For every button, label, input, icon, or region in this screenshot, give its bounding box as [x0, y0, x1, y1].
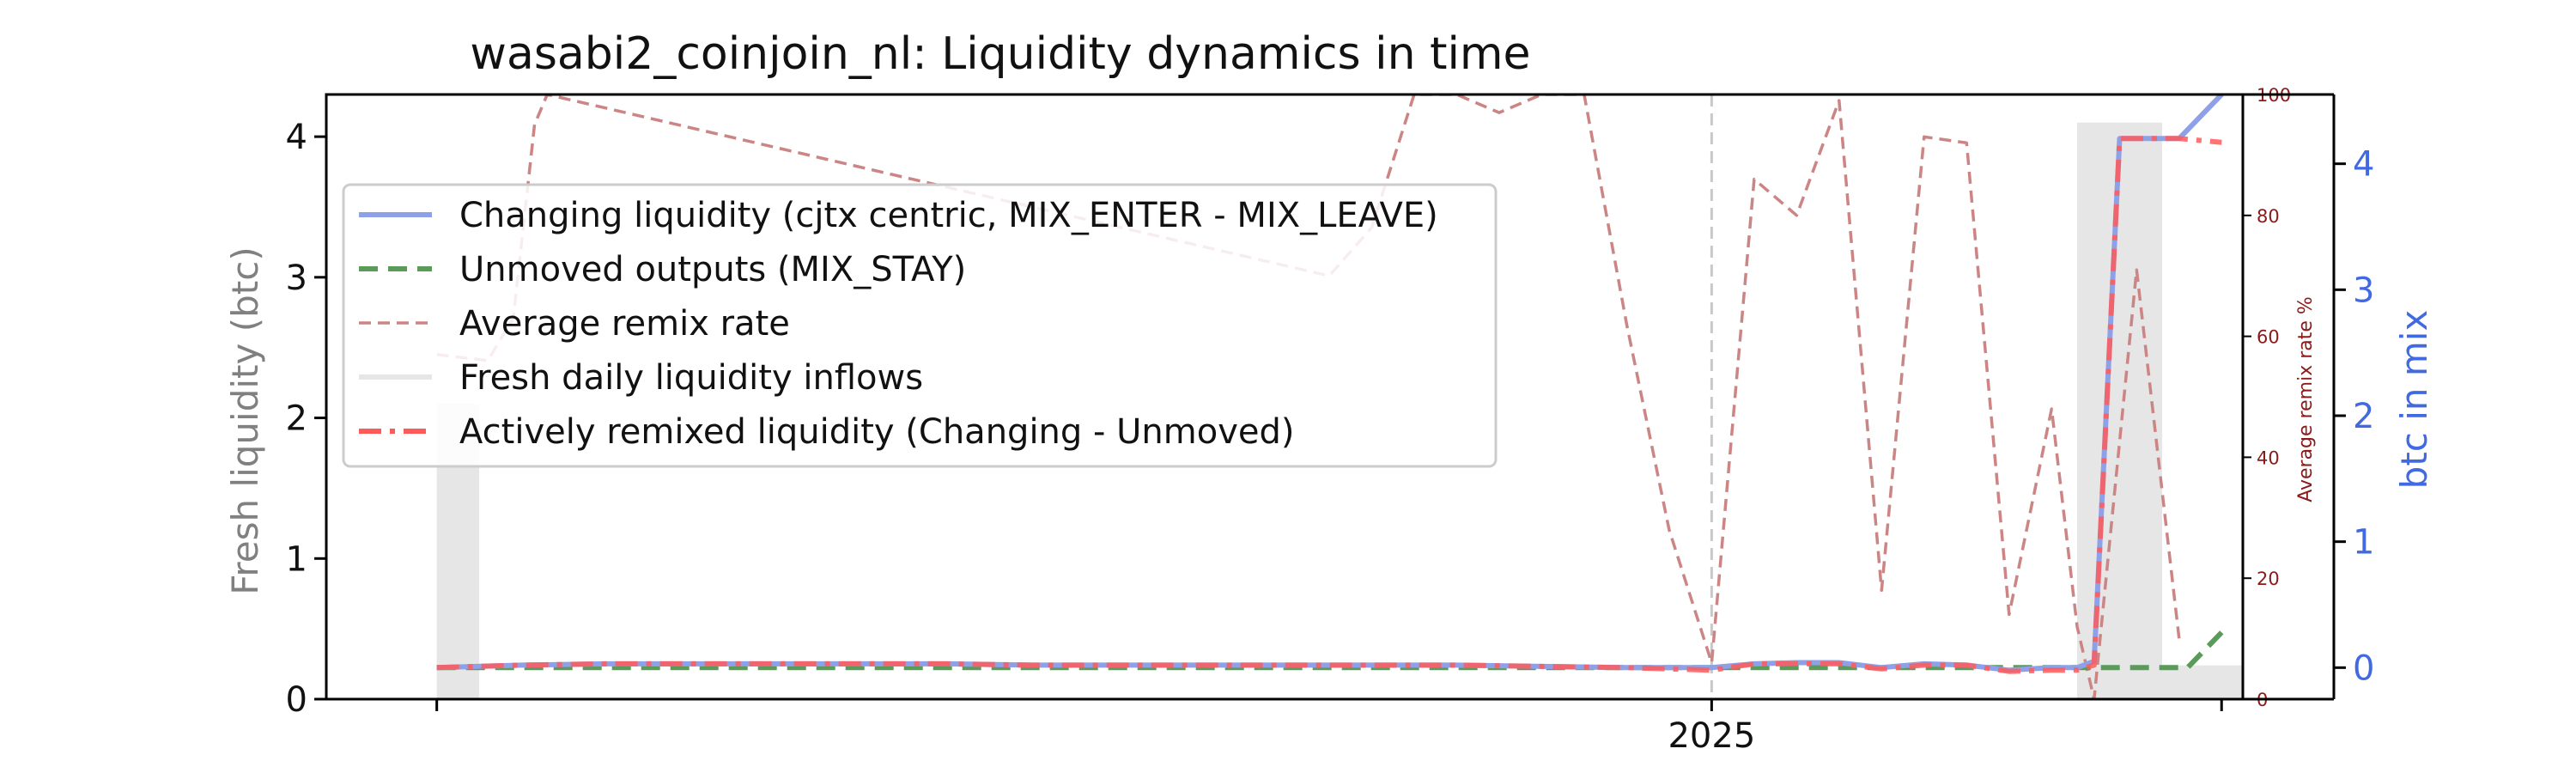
legend: Changing liquidity (cjtx centric, MIX_EN… [342, 183, 1498, 468]
plot-frame [325, 93, 2245, 701]
y-btc-tick-label-2: 2 [2353, 397, 2374, 436]
inflow-bar-1 [2076, 122, 2162, 699]
y-remix-tick-label-20: 20 [2257, 569, 2280, 589]
y-left-tick-label-4: 4 [286, 118, 307, 157]
legend-entry-3: Fresh daily liquidity inflows [459, 358, 923, 398]
y-btc-tick-label-3: 3 [2353, 271, 2374, 310]
y-axis-remix-label: Average remix rate % [2295, 296, 2317, 502]
y-btc-tick-label-0: 0 [2353, 648, 2374, 688]
y-btc-tick-label-4: 4 [2353, 145, 2374, 185]
y-left-tick-label-3: 3 [286, 259, 307, 298]
y-axis-right-remix: 020406080100 [2243, 85, 2291, 710]
x-axis: 2025 [435, 699, 2223, 756]
x-tick-label-2025: 2025 [1668, 716, 1755, 756]
y-axis-btc-label: btc in mix [2393, 310, 2435, 490]
chart-title: wasabi2_coinjoin_nl: Liquidity dynamics … [470, 28, 1530, 80]
series-line-3 [436, 136, 2222, 674]
y-remix-tick-label-40: 40 [2257, 447, 2280, 468]
legend-entry-1: Unmoved outputs (MIX_STAY) [459, 250, 966, 289]
y-left-tick-label-2: 2 [286, 399, 307, 439]
legend-entry-0: Changing liquidity (cjtx centric, MIX_EN… [459, 196, 1438, 235]
y-btc-tick-label-1: 1 [2353, 523, 2374, 563]
legend-entry-4: Actively remixed liquidity (Changing - U… [459, 412, 1295, 452]
y-remix-tick-label-80: 80 [2257, 206, 2280, 227]
y-left-tick-label-1: 1 [286, 539, 307, 579]
series-lines [436, 94, 2224, 699]
y-remix-tick-label-60: 60 [2257, 327, 2280, 348]
y-axis-left-label: Fresh liquidity (btc) [224, 247, 266, 594]
y-axis-left: 0 1 2 3 4 [286, 118, 326, 720]
legend-entry-2: Average remix rate [459, 304, 790, 344]
legend-box [342, 183, 1498, 468]
series-line-2 [436, 94, 2181, 699]
inflow-bar-2 [2161, 665, 2243, 699]
y-axis-right-btc: 0 1 2 3 4 [2243, 93, 2374, 701]
y-left-tick-label-0: 0 [286, 680, 307, 720]
